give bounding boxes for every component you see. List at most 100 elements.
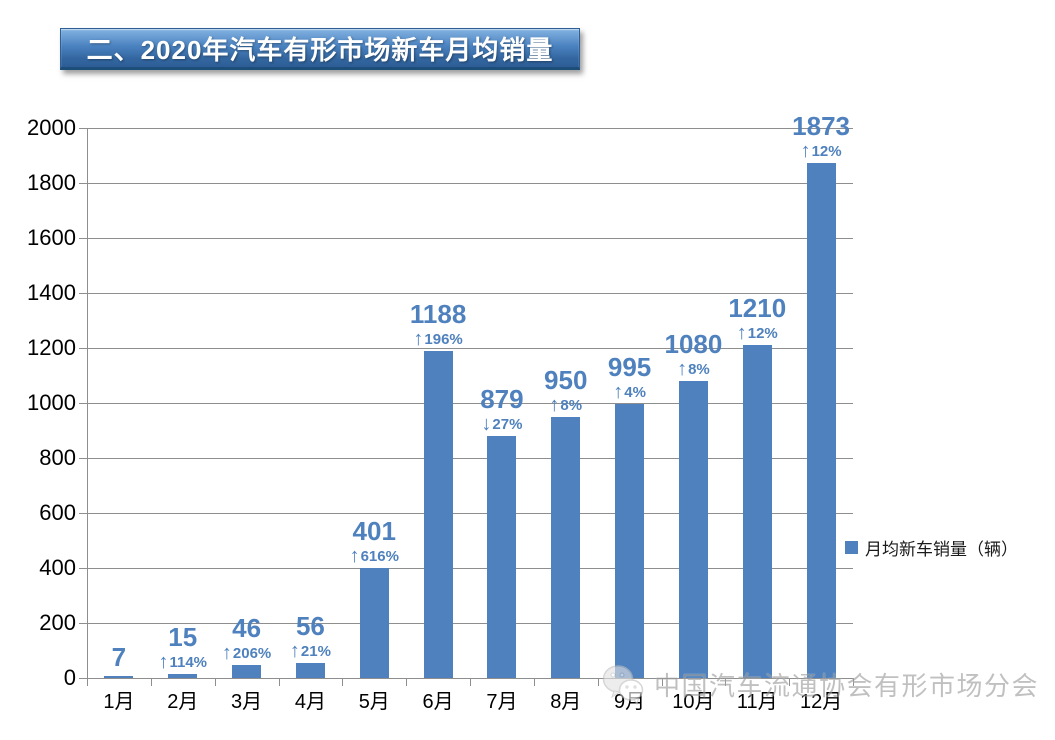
change-percent: 21% [300, 642, 331, 660]
bar [295, 662, 325, 678]
change-percent: 12% [811, 142, 842, 160]
x-axis-tick [661, 678, 663, 686]
bar [678, 381, 708, 678]
change-percent: 8% [688, 361, 710, 378]
y-axis-label: 200 [39, 610, 76, 635]
y-axis-label: 2000 [27, 115, 76, 140]
arrow-up-icon: ↑ [549, 393, 560, 416]
x-axis-label: 4月 [294, 691, 326, 713]
value-label: 879 [480, 384, 524, 415]
x-axis-tick [470, 678, 471, 686]
change-percent: 4% [624, 384, 646, 402]
bar [806, 162, 836, 678]
value-label: 950 [544, 364, 588, 395]
gridline [79, 182, 853, 184]
gridline [79, 512, 853, 514]
change-label: ↑ 12% [697, 322, 817, 343]
arrow-up-icon: ↑ [613, 381, 624, 404]
value-label: 15 [168, 621, 198, 652]
change-label: ↑ 21% [250, 640, 370, 661]
gridline [79, 237, 853, 239]
x-axis-tick [150, 678, 152, 686]
x-axis-label: 12月 [799, 691, 843, 713]
y-axis-label: 400 [39, 555, 76, 580]
arrow-up-icon: ↑ [158, 650, 169, 673]
legend-label: 月均新车销量（辆） [865, 540, 1018, 559]
x-axis-tick [406, 678, 408, 686]
x-axis-label: 5月 [358, 691, 390, 713]
gridline [79, 347, 853, 349]
change-percent: 8% [560, 396, 583, 414]
change-label: ↑ 12% [761, 140, 881, 161]
x-axis-label: 6月 [422, 691, 454, 713]
arrow-up-icon: ↑ [800, 139, 811, 162]
arrow-up-icon: ↑ [221, 642, 232, 665]
bar [742, 345, 772, 678]
x-axis-tick [278, 678, 280, 686]
page-title: 二、2020年汽车有形市场新车月均销量 [86, 34, 554, 65]
arrow-up-icon: ↑ [289, 639, 300, 662]
change-label: ↑ 8% [506, 394, 626, 415]
x-axis-label: 11月 [736, 691, 778, 713]
value-label: 1210 [728, 293, 787, 324]
value-label: 1873 [792, 110, 850, 141]
y-axis-label: 1200 [27, 335, 76, 360]
x-axis-tick [725, 678, 727, 686]
bar [487, 436, 517, 678]
change-percent: 206% [232, 645, 272, 663]
arrow-up-icon: ↑ [413, 328, 424, 351]
value-label: 995 [607, 352, 652, 383]
x-axis-label: 8月 [550, 691, 582, 713]
bar [168, 673, 198, 678]
x-axis-label: 3月 [231, 691, 263, 713]
change-percent: 196% [424, 331, 463, 349]
x-axis-tick [214, 678, 216, 686]
arrow-up-icon: ↑ [736, 322, 747, 345]
gridline [79, 402, 853, 404]
change-percent: 114% [169, 653, 208, 671]
y-axis-label: 1000 [27, 390, 76, 415]
x-axis-label: 2月 [167, 691, 199, 713]
title-banner: 二、2020年汽车有形市场新车月均销量 [60, 28, 580, 70]
y-axis-line [87, 128, 88, 678]
change-percent: 616% [360, 547, 399, 565]
change-label: ↑ 4% [570, 381, 690, 402]
bar [423, 351, 453, 678]
value-label: 46 [232, 613, 262, 644]
change-label: ↑ 206% [187, 642, 307, 663]
arrow-down-icon: ↓ [481, 413, 492, 436]
wechat-icon [602, 665, 644, 706]
gridline [79, 127, 853, 129]
change-label: ↑ 8% [633, 358, 753, 379]
x-axis-tick [342, 678, 344, 686]
arrow-up-icon: ↑ [349, 544, 360, 567]
x-axis-tick [789, 678, 791, 686]
bar [359, 567, 389, 678]
gridline [79, 622, 853, 624]
x-axis-tick [533, 678, 535, 686]
y-axis-label: 1800 [27, 170, 76, 195]
watermark-text: 中国汽车流通协会有形市场分会 [654, 670, 1040, 701]
value-label: 1080 [664, 329, 723, 359]
x-axis-tick [853, 678, 854, 686]
x-axis-label: 7月 [486, 691, 518, 713]
value-label: 56 [295, 610, 325, 641]
change-percent: 27% [492, 416, 523, 434]
bar [615, 404, 645, 678]
x-axis-tick [87, 678, 88, 686]
x-axis-tick [597, 678, 599, 686]
value-label: 1188 [409, 299, 467, 330]
y-axis-label: 600 [39, 500, 76, 525]
y-axis-label: 1600 [27, 225, 76, 250]
bar [232, 665, 262, 678]
x-axis-label: 1月 [103, 691, 135, 713]
chart-legend: 月均新车销量（辆） [845, 535, 1018, 560]
change-label: ↑ 114% [123, 651, 243, 672]
gridline [79, 567, 853, 569]
change-label: ↑ 196% [378, 328, 498, 349]
watermark: 中国汽车流通协会有形市场分会 [600, 662, 1039, 706]
gridline [79, 457, 853, 459]
bar [104, 676, 134, 678]
change-label: ↓ 27% [442, 413, 562, 434]
